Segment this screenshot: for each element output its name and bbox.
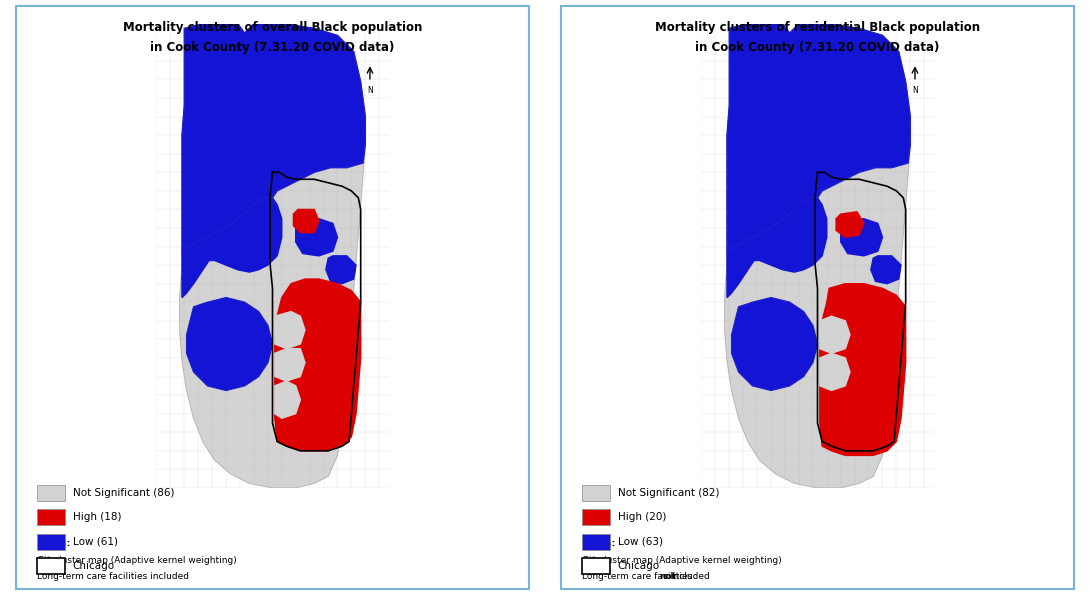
Text: Long-term care facilities: Long-term care facilities	[582, 572, 695, 581]
Text: Long-term care facilities included: Long-term care facilities included	[37, 572, 189, 581]
Polygon shape	[275, 349, 305, 381]
Text: Gi* cluster map (Adaptive kernel weighting): Gi* cluster map (Adaptive kernel weighti…	[37, 556, 237, 565]
FancyBboxPatch shape	[37, 558, 65, 575]
Polygon shape	[731, 298, 818, 390]
Text: Mortality clusters of overall Black population: Mortality clusters of overall Black popu…	[123, 20, 422, 33]
Polygon shape	[725, 24, 910, 488]
Polygon shape	[820, 316, 850, 353]
Text: N: N	[912, 86, 918, 95]
Text: Low (61): Low (61)	[73, 537, 118, 547]
Text: included: included	[668, 572, 710, 581]
Text: N: N	[367, 86, 373, 95]
FancyBboxPatch shape	[582, 485, 610, 501]
Polygon shape	[180, 24, 365, 488]
Polygon shape	[182, 186, 263, 298]
Text: in Cook County (7.31.20 COVID data): in Cook County (7.31.20 COVID data)	[695, 41, 940, 54]
Polygon shape	[326, 256, 356, 284]
Polygon shape	[820, 284, 906, 455]
Polygon shape	[186, 298, 272, 390]
FancyBboxPatch shape	[37, 485, 65, 501]
Polygon shape	[727, 24, 910, 251]
Polygon shape	[871, 256, 901, 284]
Text: Chicago: Chicago	[618, 561, 659, 571]
Polygon shape	[836, 212, 864, 237]
Text: Mortality clusters of residential Black population: Mortality clusters of residential Black …	[655, 20, 980, 33]
Text: in Cook County (7.31.20 COVID data): in Cook County (7.31.20 COVID data)	[150, 41, 395, 54]
Polygon shape	[275, 312, 305, 349]
Text: Not Significant (82): Not Significant (82)	[618, 488, 719, 498]
Text: Chicago: Chicago	[73, 561, 114, 571]
Polygon shape	[182, 198, 282, 279]
Polygon shape	[275, 381, 301, 418]
Polygon shape	[182, 24, 365, 251]
Polygon shape	[840, 219, 883, 256]
Text: Not Significant (86): Not Significant (86)	[73, 488, 174, 498]
FancyBboxPatch shape	[37, 509, 65, 525]
Polygon shape	[727, 198, 827, 279]
Text: Notes:: Notes:	[582, 540, 615, 549]
Text: Gi* cluster map (Adaptive kernel weighting): Gi* cluster map (Adaptive kernel weighti…	[582, 556, 782, 565]
FancyBboxPatch shape	[582, 509, 610, 525]
Polygon shape	[820, 353, 850, 390]
Text: High (18): High (18)	[73, 512, 121, 522]
FancyBboxPatch shape	[582, 534, 610, 550]
Polygon shape	[293, 209, 319, 233]
Polygon shape	[727, 186, 808, 298]
Text: High (20): High (20)	[618, 512, 666, 522]
Polygon shape	[295, 219, 338, 256]
FancyBboxPatch shape	[582, 558, 610, 575]
Text: not: not	[659, 572, 676, 581]
Polygon shape	[275, 279, 361, 451]
Text: Notes:: Notes:	[37, 540, 70, 549]
Text: Low (63): Low (63)	[618, 537, 663, 547]
FancyBboxPatch shape	[37, 534, 65, 550]
